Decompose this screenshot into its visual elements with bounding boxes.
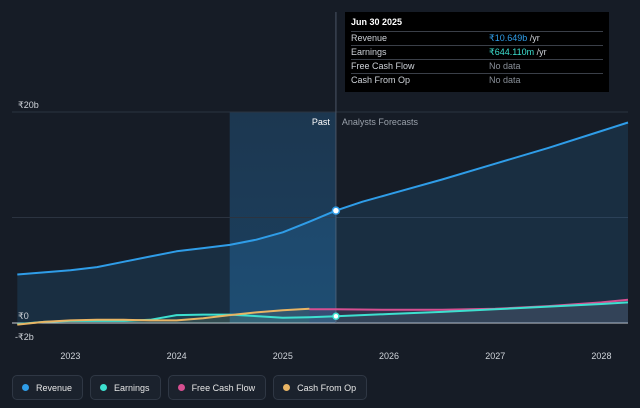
tooltip-row-cfo: Cash From Op No data bbox=[351, 73, 603, 87]
earnings-line bbox=[17, 301, 629, 326]
free-cash-flow-line bbox=[309, 298, 629, 311]
tooltip-value-wrap: ₹644.110m /yr bbox=[489, 46, 547, 59]
legend-dot-icon bbox=[283, 384, 291, 391]
legend-label: Revenue bbox=[36, 382, 73, 393]
tooltip-unit: /yr bbox=[527, 33, 540, 43]
line-group bbox=[17, 121, 629, 326]
chart-legend: Revenue Earnings Free Cash Flow Cash Fro… bbox=[12, 375, 368, 400]
tooltip-label: Earnings bbox=[351, 47, 387, 57]
tooltip-unit: /yr bbox=[534, 47, 547, 57]
x-tick-label: 2027 bbox=[485, 351, 505, 361]
earnings-marker bbox=[332, 312, 340, 320]
legend-dot-icon bbox=[22, 384, 29, 391]
y-tick-label: -₹2b bbox=[15, 332, 34, 342]
x-tick-label: 2023 bbox=[60, 351, 80, 361]
legend-dot-icon bbox=[100, 384, 108, 391]
tooltip-value: No data bbox=[489, 75, 521, 85]
legend-item-revenue[interactable]: Revenue bbox=[12, 375, 84, 400]
cash-from-op-line bbox=[17, 307, 310, 326]
tooltip-value: No data bbox=[489, 61, 521, 71]
tooltip-value: ₹10.649b bbox=[489, 33, 528, 43]
past-label: Past bbox=[312, 117, 331, 127]
axis-band bbox=[0, 324, 640, 345]
tooltip-row-revenue: Revenue ₹10.649b /yr bbox=[351, 31, 603, 45]
tooltip-label: Revenue bbox=[351, 33, 388, 43]
tooltip-value: ₹644.110m bbox=[489, 47, 535, 57]
legend-label: Earnings bbox=[114, 382, 150, 393]
tooltip-row-earnings: Earnings ₹644.110m /yr bbox=[351, 45, 603, 59]
x-tick-label: 2024 bbox=[167, 351, 187, 361]
legend-item-free-cash-flow[interactable]: Free Cash Flow bbox=[167, 375, 267, 400]
legend-item-cash-from-op[interactable]: Cash From Op bbox=[273, 375, 368, 400]
legend-dot-icon bbox=[177, 384, 185, 391]
x-tick-label: 2025 bbox=[273, 351, 293, 361]
data-tooltip: Jun 30 2025 Revenue ₹10.649b /yr Earning… bbox=[345, 12, 609, 92]
x-tick-label: 2026 bbox=[379, 351, 399, 361]
legend-label: Free Cash Flow bbox=[191, 382, 256, 393]
tooltip-label: Free Cash Flow bbox=[351, 61, 415, 71]
revenue-line bbox=[17, 121, 629, 276]
y-tick-label: ₹20b bbox=[18, 100, 39, 110]
legend-item-earnings[interactable]: Earnings bbox=[90, 375, 161, 400]
revenue-marker bbox=[331, 206, 341, 215]
x-tick-label: 2028 bbox=[591, 351, 611, 361]
label-group: ₹20b ₹0 -₹2b 2023 2024 2025 2026 2027 2028 Past An… bbox=[15, 100, 611, 361]
revenue-area bbox=[17, 122, 629, 323]
y-tick-label: ₹0 bbox=[18, 311, 29, 321]
legend-label: Cash From Op bbox=[297, 382, 357, 393]
forecast-label: Analysts Forecasts bbox=[342, 117, 419, 127]
tooltip-date: Jun 30 2025 bbox=[351, 17, 403, 27]
tooltip-value-wrap: ₹10.649b /yr bbox=[489, 32, 540, 45]
earnings-area bbox=[17, 302, 629, 325]
tooltip-label: Cash From Op bbox=[351, 75, 411, 85]
tooltip-row-fcf: Free Cash Flow No data bbox=[351, 59, 603, 73]
